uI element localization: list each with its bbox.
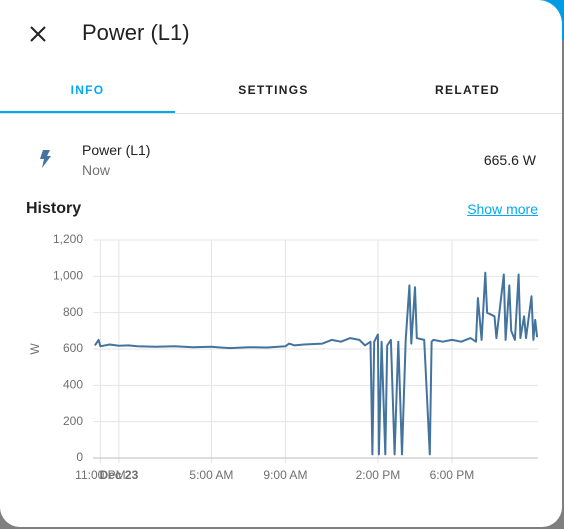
x-tick-label: 2:00 PM xyxy=(356,468,401,482)
y-axis-label: W xyxy=(28,343,42,355)
dialog-title: Power (L1) xyxy=(82,20,190,45)
entity-icon xyxy=(40,150,51,168)
x-tick-label: 6:00 PM xyxy=(430,468,475,482)
entity-time: Now xyxy=(82,162,111,178)
y-tick-label: 1,000 xyxy=(53,269,83,283)
y-tick-label: 400 xyxy=(63,378,83,392)
y-tick-label: 1,200 xyxy=(53,232,83,246)
tab-indicator xyxy=(0,111,175,113)
x-tick-label: 5:00 AM xyxy=(189,468,233,482)
show-more-link[interactable]: Show more xyxy=(467,201,538,217)
x-tick-label: 9:00 AM xyxy=(263,468,307,482)
close-button[interactable] xyxy=(26,22,50,46)
y-tick-label: 200 xyxy=(63,414,83,428)
tab[interactable]: RELATED xyxy=(435,83,500,97)
x-tick-label: Dec 23 xyxy=(100,468,139,482)
y-tick-label: 800 xyxy=(63,305,83,319)
divider xyxy=(0,113,562,114)
tab[interactable]: INFO xyxy=(70,83,105,97)
data-line xyxy=(94,271,539,456)
x-tick-label: 11:00 PM xyxy=(75,468,125,482)
history-title: History xyxy=(26,200,82,217)
y-tick-label: 0 xyxy=(76,450,83,464)
entity-state: 665.6 W xyxy=(483,152,536,168)
y-tick-label: 600 xyxy=(63,341,83,355)
entity-name: Power (L1) xyxy=(82,142,151,158)
tab[interactable]: SETTINGS xyxy=(238,83,309,97)
